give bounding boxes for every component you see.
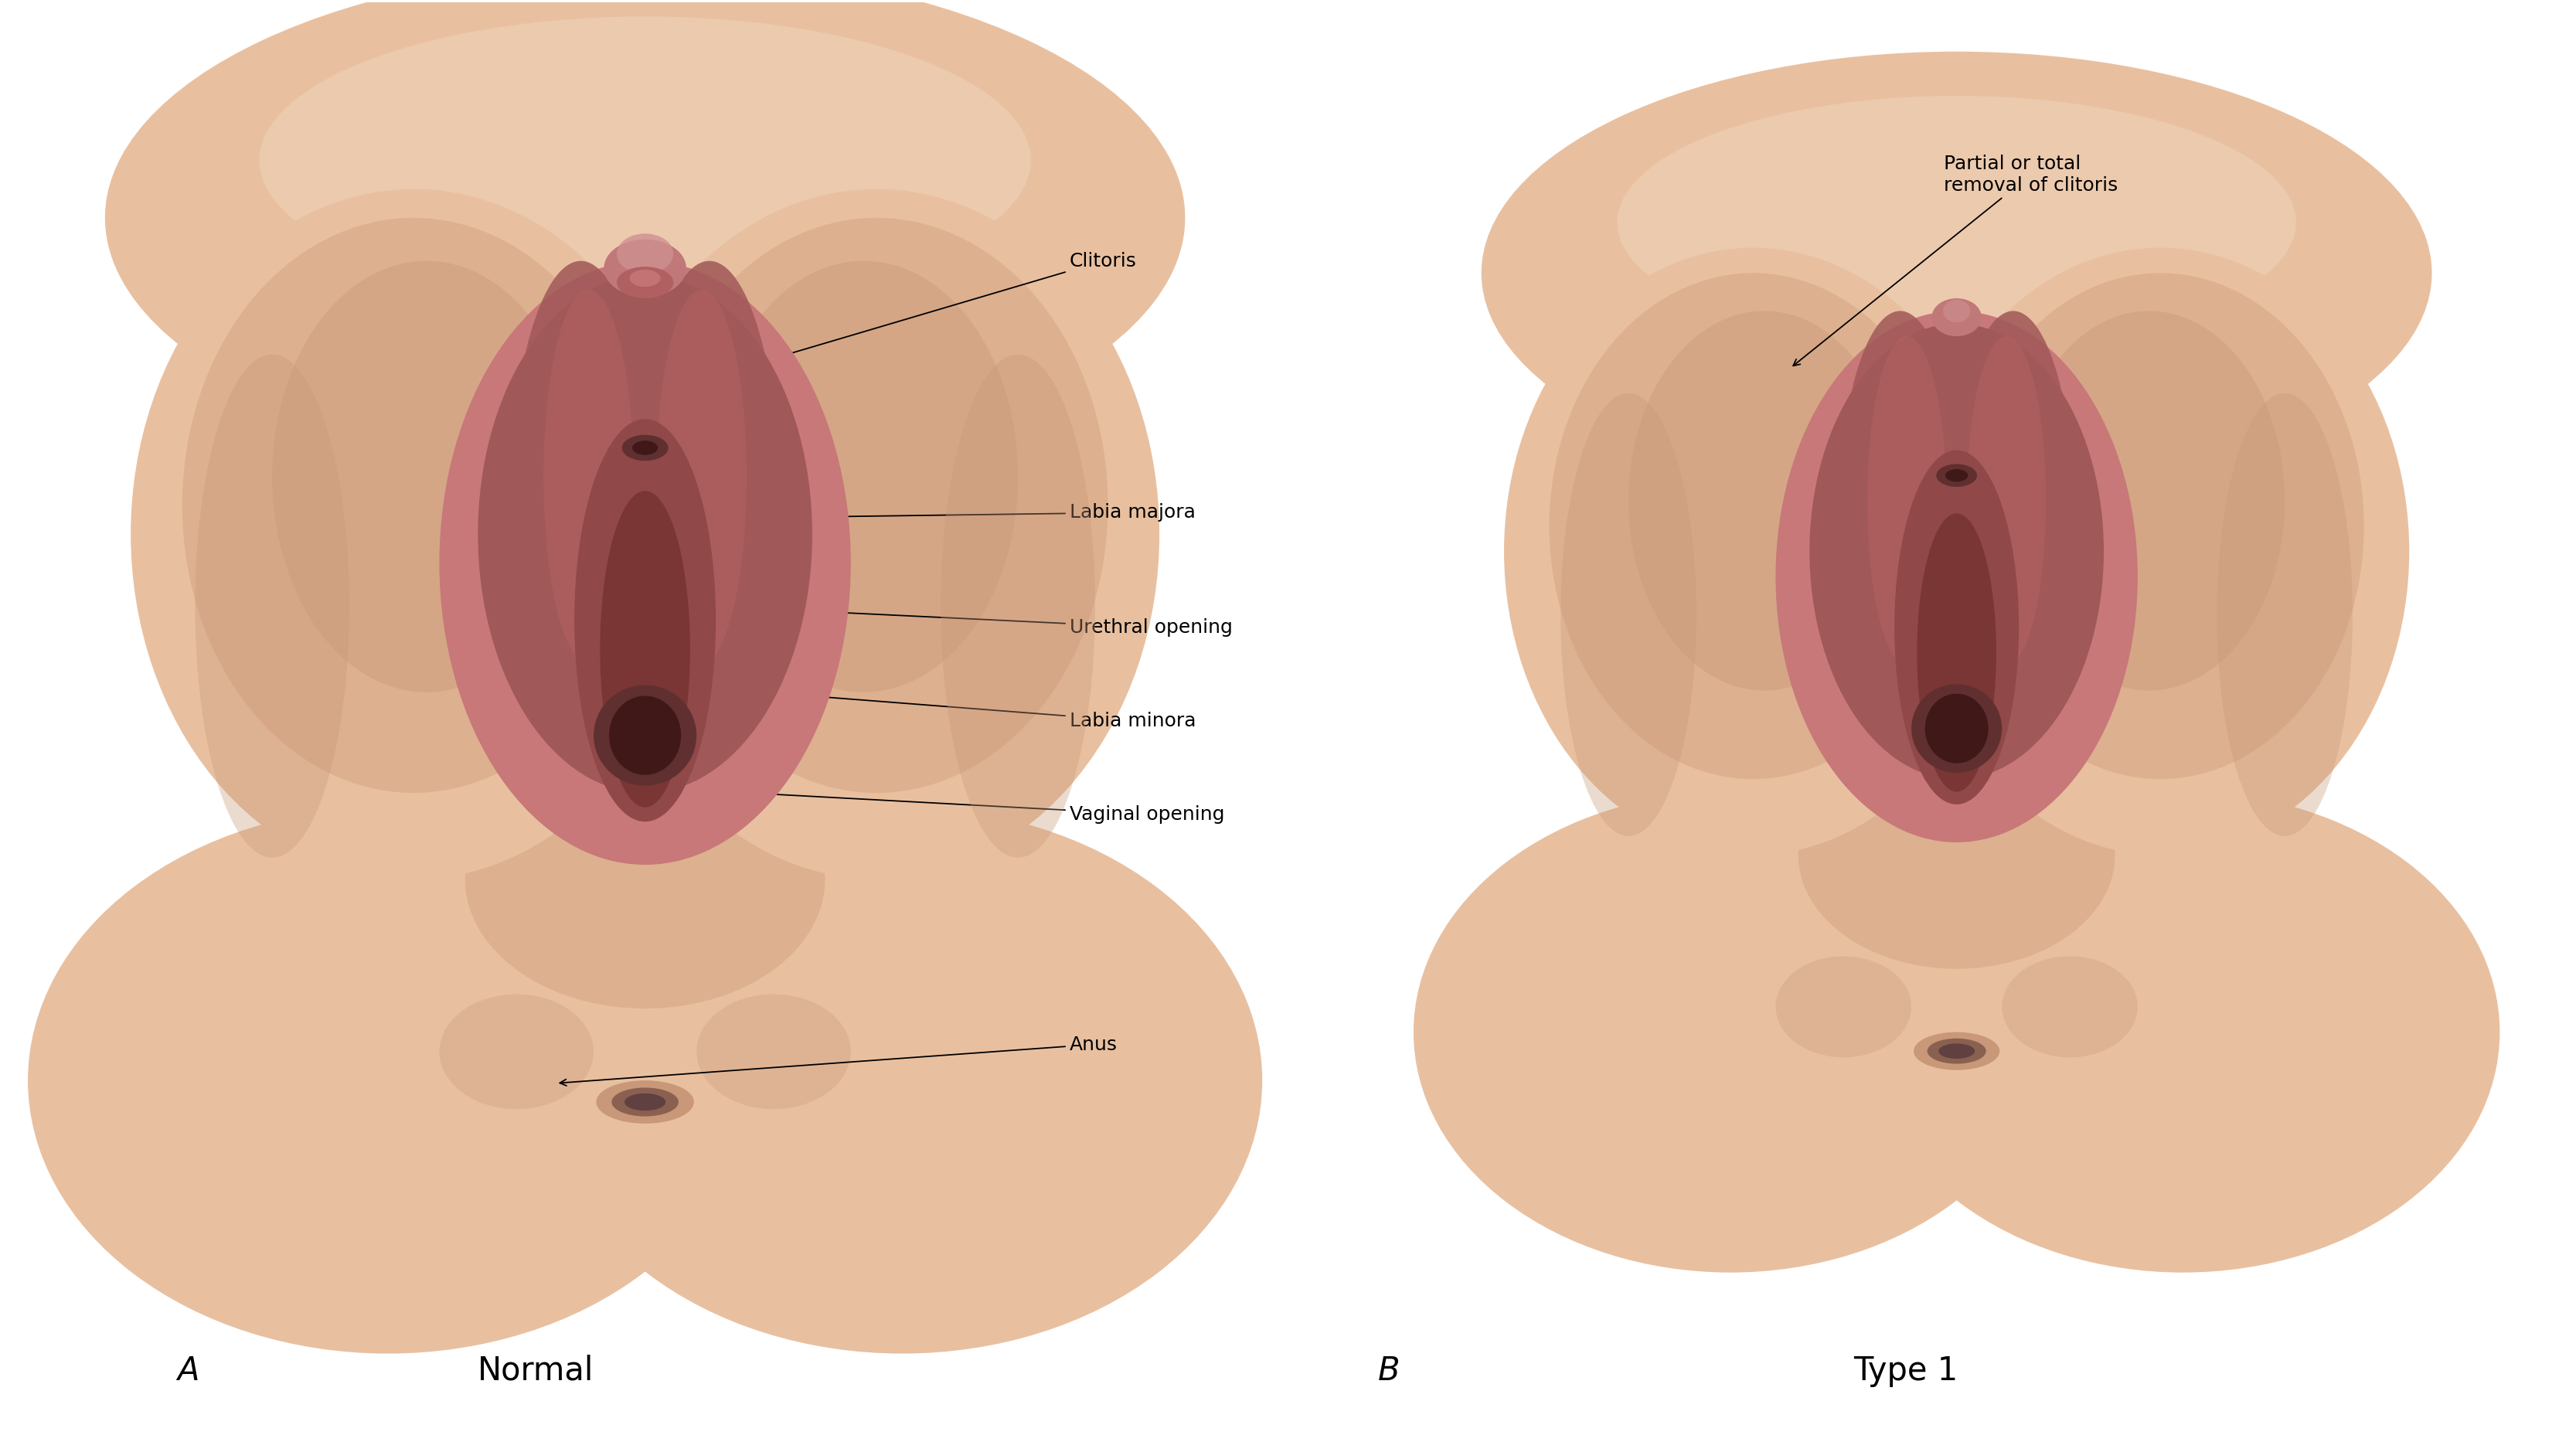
Ellipse shape: [631, 441, 657, 456]
Ellipse shape: [616, 267, 672, 298]
Text: Partial or total
removal of clitoris: Partial or total removal of clitoris: [1793, 154, 2117, 366]
Ellipse shape: [611, 1087, 677, 1116]
Ellipse shape: [1481, 52, 2432, 495]
Ellipse shape: [696, 994, 850, 1109]
Ellipse shape: [131, 189, 696, 880]
Text: B: B: [1378, 1354, 1399, 1387]
Ellipse shape: [2002, 956, 2138, 1057]
Ellipse shape: [1950, 311, 2076, 741]
Ellipse shape: [541, 808, 1262, 1354]
Ellipse shape: [106, 0, 1185, 470]
Ellipse shape: [1945, 469, 1968, 482]
Ellipse shape: [644, 218, 1108, 793]
Ellipse shape: [600, 490, 690, 808]
Ellipse shape: [2218, 394, 2352, 836]
Ellipse shape: [1940, 1044, 1976, 1058]
Ellipse shape: [260, 16, 1030, 304]
Ellipse shape: [28, 808, 747, 1354]
Ellipse shape: [1868, 336, 1947, 665]
Ellipse shape: [592, 685, 696, 786]
Ellipse shape: [1958, 273, 2365, 779]
Text: Type 1: Type 1: [1855, 1354, 1958, 1387]
Ellipse shape: [657, 290, 747, 663]
Ellipse shape: [1775, 956, 1911, 1057]
Text: Anus: Anus: [559, 1035, 1118, 1086]
Text: A: A: [178, 1354, 198, 1387]
Ellipse shape: [623, 1093, 665, 1110]
Ellipse shape: [1893, 450, 2020, 805]
Ellipse shape: [1927, 1038, 1986, 1064]
Ellipse shape: [1561, 394, 1698, 836]
Ellipse shape: [273, 261, 580, 692]
Ellipse shape: [1911, 248, 2409, 855]
Ellipse shape: [603, 239, 685, 297]
Ellipse shape: [639, 261, 781, 750]
Ellipse shape: [1628, 311, 1901, 691]
Ellipse shape: [1414, 792, 2048, 1272]
Ellipse shape: [1504, 248, 2002, 855]
Text: Labia majora: Labia majora: [613, 503, 1195, 523]
Ellipse shape: [2014, 311, 2285, 691]
Ellipse shape: [1914, 1032, 1999, 1070]
Ellipse shape: [196, 355, 350, 858]
Ellipse shape: [940, 355, 1095, 858]
Ellipse shape: [479, 275, 811, 793]
Ellipse shape: [629, 270, 659, 287]
Ellipse shape: [1775, 311, 2138, 842]
Ellipse shape: [616, 234, 672, 274]
Text: Clitoris: Clitoris: [670, 252, 1136, 391]
Ellipse shape: [621, 435, 667, 461]
Ellipse shape: [1911, 684, 2002, 773]
Text: Normal: Normal: [479, 1354, 595, 1387]
Ellipse shape: [466, 750, 824, 1008]
Ellipse shape: [510, 261, 652, 750]
Ellipse shape: [608, 696, 680, 774]
Ellipse shape: [595, 1080, 693, 1123]
Ellipse shape: [1917, 513, 1996, 792]
Text: Urethral opening: Urethral opening: [618, 598, 1231, 637]
Ellipse shape: [1932, 298, 1981, 336]
Ellipse shape: [708, 261, 1018, 692]
Ellipse shape: [592, 189, 1159, 880]
Ellipse shape: [1618, 95, 2295, 349]
Ellipse shape: [183, 218, 644, 793]
Ellipse shape: [440, 261, 850, 865]
Ellipse shape: [440, 994, 592, 1109]
Ellipse shape: [1968, 336, 2045, 665]
Ellipse shape: [1865, 792, 2499, 1272]
Ellipse shape: [1924, 694, 1989, 763]
Ellipse shape: [1798, 741, 2115, 969]
Ellipse shape: [1808, 323, 2105, 779]
Ellipse shape: [1937, 464, 1976, 487]
Text: Labia minora: Labia minora: [618, 678, 1195, 730]
Text: Vaginal opening: Vaginal opening: [618, 783, 1224, 823]
Ellipse shape: [574, 420, 716, 822]
Ellipse shape: [1942, 300, 1971, 323]
Ellipse shape: [1548, 273, 1958, 779]
Ellipse shape: [544, 290, 634, 663]
Ellipse shape: [1837, 311, 1963, 741]
